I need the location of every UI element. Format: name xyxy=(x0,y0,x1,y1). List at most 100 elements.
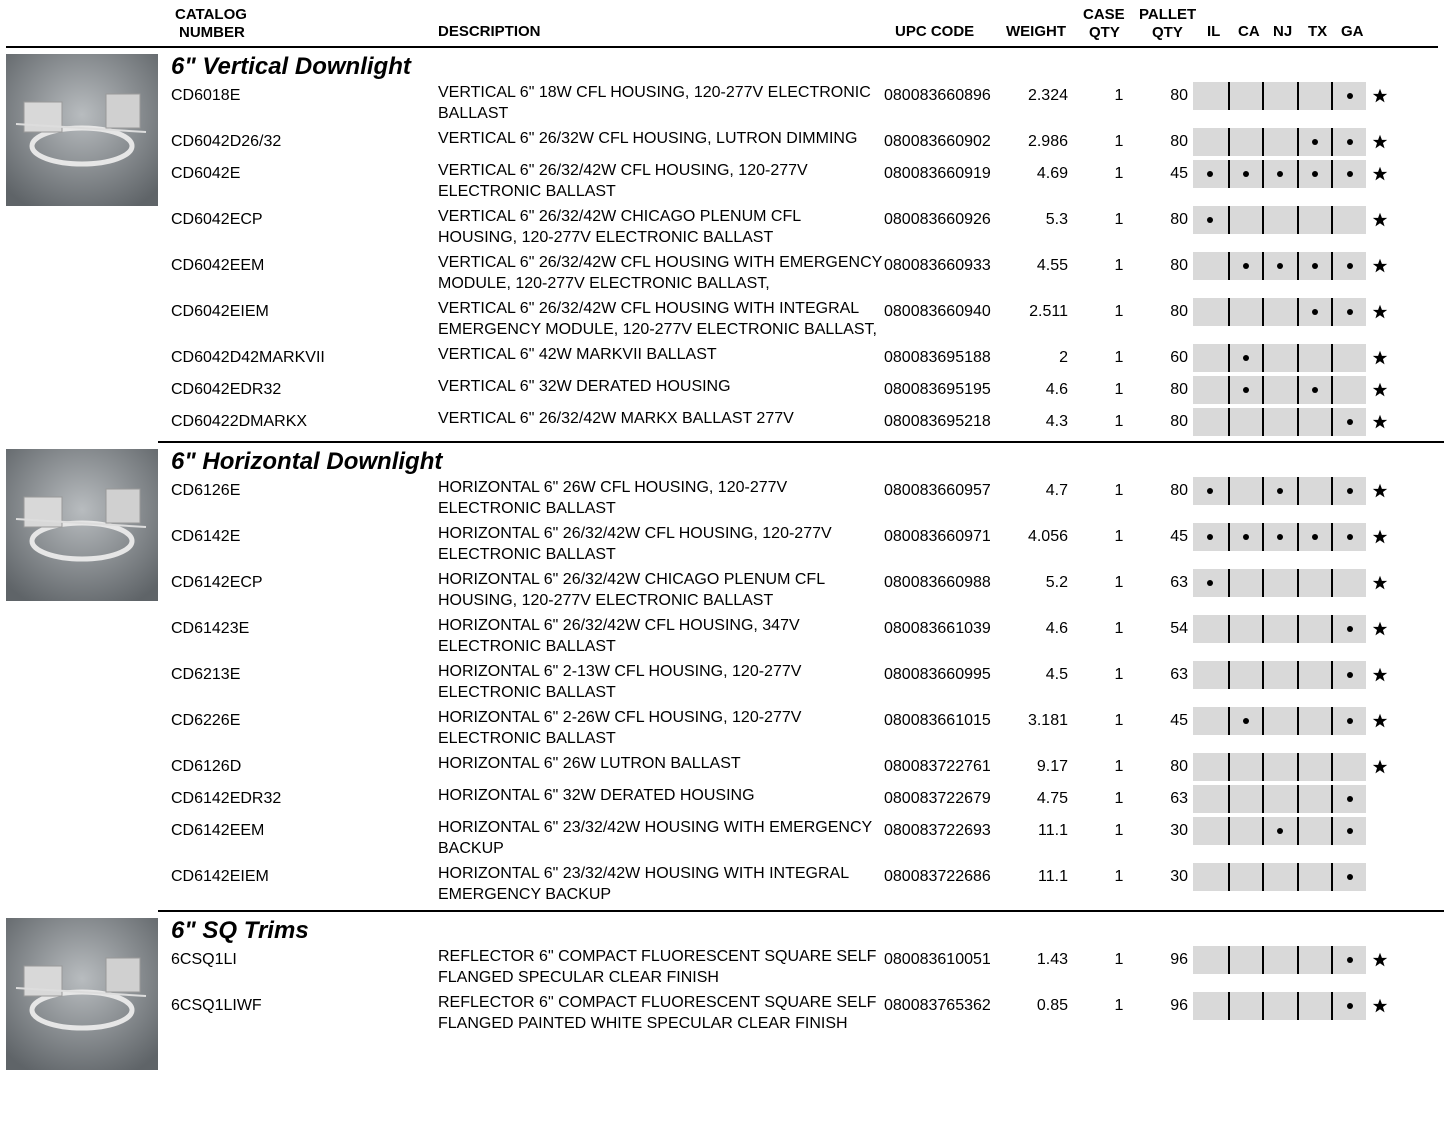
state-cell xyxy=(1262,376,1297,404)
catalog-number: CD6018E xyxy=(171,87,241,104)
availability-dot xyxy=(1312,534,1319,540)
availability-dot xyxy=(1277,488,1284,494)
case-qty: 1 xyxy=(1114,165,1124,182)
product-row: CD6213E HORIZONTAL 6" 2-13W CFL HOUSING, … xyxy=(158,659,1444,705)
weight: 4.056 xyxy=(1027,528,1068,545)
state-cell xyxy=(1262,128,1297,156)
star-icon xyxy=(1372,166,1388,181)
description: REFLECTOR 6" COMPACT FLUORESCENT SQUARE … xyxy=(438,994,877,1032)
star-icon xyxy=(1372,713,1388,728)
upc-code: 080083765362 xyxy=(884,997,991,1014)
description: HORIZONTAL 6" 23/32/42W HOUSING WITH EME… xyxy=(438,819,872,857)
pallet-qty: 45 xyxy=(1170,165,1188,182)
upc-code: 080083610051 xyxy=(884,951,991,968)
case-qty: 1 xyxy=(1114,482,1124,499)
description: VERTICAL 6" 18W CFL HOUSING, 120-277V EL… xyxy=(438,84,871,122)
pallet-qty: 54 xyxy=(1170,620,1188,637)
header-pallet: PALLET xyxy=(1139,6,1197,23)
description: REFLECTOR 6" COMPACT FLUORESCENT SQUARE … xyxy=(438,948,877,986)
state-cell xyxy=(1331,615,1366,643)
availability-dot xyxy=(1242,263,1249,269)
product-row: CD6042D42MARKVII VERTICAL 6" 42W MARKVII … xyxy=(158,342,1444,374)
state-cell xyxy=(1296,946,1332,974)
state-cells xyxy=(1193,523,1366,551)
state-cell xyxy=(1296,615,1332,643)
availability-dot xyxy=(1346,139,1353,145)
state-cell xyxy=(1296,82,1332,110)
state-cell xyxy=(1296,569,1332,597)
description: HORIZONTAL 6" 26W CFL HOUSING, 120-277V … xyxy=(438,479,788,517)
product-row: CD6126D HORIZONTAL 6" 26W LUTRON BALLAST 0… xyxy=(158,751,1444,783)
availability-dot xyxy=(1277,171,1284,177)
upc-code: 080083660933 xyxy=(884,257,991,274)
product-row: CD6142EIEM HORIZONTAL 6" 23/32/42W HOUSIN… xyxy=(158,861,1444,907)
state-cell xyxy=(1262,160,1297,188)
state-cell xyxy=(1193,785,1228,813)
state-cells xyxy=(1193,817,1366,845)
star-icon xyxy=(1372,258,1388,273)
state-cell xyxy=(1331,477,1366,505)
availability-dot xyxy=(1207,534,1214,540)
weight: 5.2 xyxy=(1045,574,1068,591)
case-qty: 1 xyxy=(1114,574,1124,591)
case-qty: 1 xyxy=(1114,528,1124,545)
state-cell xyxy=(1331,376,1366,404)
header-catalog: NUMBER xyxy=(179,24,245,41)
catalog-number: CD6226E xyxy=(171,712,241,729)
pallet-qty: 96 xyxy=(1170,997,1188,1014)
weight: 9.17 xyxy=(1036,758,1068,775)
state-cells xyxy=(1193,992,1366,1020)
state-cell xyxy=(1227,206,1263,234)
state-cells xyxy=(1193,785,1366,813)
upc-code: 080083660957 xyxy=(884,482,991,499)
section: 6" Vertical Downlight CD6018E VERTICAL 6" … xyxy=(0,48,1444,441)
state-cell xyxy=(1227,992,1263,1020)
header-weight: WEIGHT xyxy=(1006,23,1066,40)
state-cell xyxy=(1262,298,1297,326)
catalog-number: CD6142EDR32 xyxy=(171,790,282,807)
state-cells xyxy=(1193,569,1366,597)
star-icon xyxy=(1372,134,1388,149)
product-row: 6CSQ1LIWF REFLECTOR 6" COMPACT FLUORESCEN… xyxy=(158,990,1444,1036)
state-cell xyxy=(1331,128,1366,156)
state-cell xyxy=(1262,615,1297,643)
pallet-qty: 80 xyxy=(1170,413,1188,430)
pallet-qty: 63 xyxy=(1170,666,1188,683)
star-icon xyxy=(1372,350,1388,365)
weight: 11.1 xyxy=(1038,868,1068,885)
section-title: 6" Horizontal Downlight xyxy=(171,448,443,475)
product-row: CD6042EEM VERTICAL 6" 26/32/42W CFL HOUSI… xyxy=(158,250,1444,296)
product-row: CD6042EIEM VERTICAL 6" 26/32/42W CFL HOUS… xyxy=(158,296,1444,342)
state-cell xyxy=(1193,946,1228,974)
state-cells xyxy=(1193,206,1366,234)
state-cell xyxy=(1296,298,1332,326)
section-content: 6" Vertical Downlight CD6018E VERTICAL 6" … xyxy=(158,53,1444,438)
upc-code: 080083661039 xyxy=(884,620,991,637)
state-cell xyxy=(1331,707,1366,735)
state-cells xyxy=(1193,863,1366,891)
upc-code: 080083661015 xyxy=(884,712,991,729)
state-cell xyxy=(1262,569,1297,597)
weight: 4.6 xyxy=(1045,381,1068,398)
star-icon xyxy=(1372,759,1388,774)
state-cell xyxy=(1296,206,1332,234)
description: HORIZONTAL 6" 26/32/42W CFL HOUSING, 120… xyxy=(438,525,832,563)
state-cell xyxy=(1227,82,1263,110)
weight: 4.69 xyxy=(1036,165,1068,182)
state-cell xyxy=(1227,753,1263,781)
availability-dot xyxy=(1312,387,1319,393)
availability-dot xyxy=(1242,387,1249,393)
state-cell xyxy=(1193,661,1228,689)
section-title: 6" SQ Trims xyxy=(171,917,309,944)
upc-code: 080083660988 xyxy=(884,574,991,591)
product-row: CD6042D26/32 VERTICAL 6" 26/32W CFL HOUSI… xyxy=(158,126,1444,158)
catalog-number: CD6042ECP xyxy=(171,211,263,228)
state-cell xyxy=(1331,863,1366,891)
state-cell xyxy=(1331,785,1366,813)
weight: 3.181 xyxy=(1027,712,1068,729)
upc-code: 080083660902 xyxy=(884,133,991,150)
product-row: CD6042EDR32 VERTICAL 6" 32W DERATED HOUSI… xyxy=(158,374,1444,406)
pallet-qty: 80 xyxy=(1170,211,1188,228)
state-cell xyxy=(1262,82,1297,110)
case-qty: 1 xyxy=(1114,211,1124,228)
